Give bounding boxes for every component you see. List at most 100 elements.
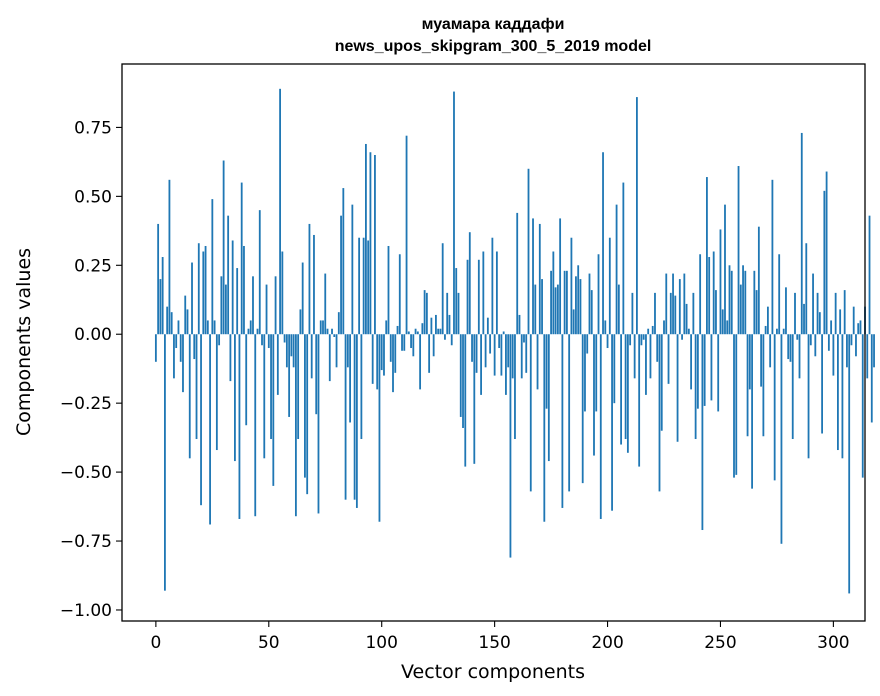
bar [735,334,738,475]
bar [297,334,300,440]
bar [825,171,828,335]
bar [477,259,480,335]
bar [617,284,620,335]
bar [439,328,442,335]
bar [202,251,205,335]
bar [518,314,521,335]
bar [823,190,826,335]
bar [604,320,607,335]
bar [234,334,236,462]
bar [292,334,295,368]
bar [703,334,706,406]
bar [672,273,674,335]
bar [529,334,532,492]
bar [681,334,683,340]
bar [613,334,616,404]
bar [708,257,711,335]
bar [383,334,385,376]
bar [857,323,860,335]
bar [541,279,543,335]
bar [581,334,584,484]
x-tick-label: 250 [704,633,736,653]
bar [687,328,690,335]
x-axis-ticks: 0 50 100 150 200 250 300 [150,621,850,653]
bar [776,328,778,335]
bar [545,334,548,409]
bar [231,240,234,335]
bar [170,312,173,335]
bar [376,334,379,390]
bar [310,334,313,379]
bar [346,334,349,368]
bar [730,270,733,335]
bar [416,331,419,335]
bar [326,328,329,335]
bar [324,273,327,335]
bar [710,334,713,401]
bar [796,334,799,340]
bar [274,276,277,335]
bar [599,334,602,519]
bar [579,279,582,335]
bar [464,334,467,467]
bar [593,334,595,456]
bar [590,290,593,335]
bar [527,168,530,335]
bar [369,152,372,335]
bar [164,334,166,591]
bar [197,243,200,335]
bar [238,334,241,519]
bar [204,245,207,335]
bar [757,226,760,335]
bar [236,268,239,335]
bar [215,334,218,451]
bar [209,334,211,525]
bar [392,334,394,393]
bar [861,334,864,478]
bar [658,334,661,492]
bar [351,204,354,335]
bar [407,331,410,335]
bar [267,334,270,349]
bar [629,334,632,346]
bar [683,273,686,335]
bar [626,334,629,453]
y-tick-label: 0.75 [74,118,112,138]
bar [536,334,539,390]
x-tick-label: 150 [478,633,510,653]
bar [719,229,722,335]
bar [570,237,573,335]
bar [358,237,361,335]
bar [435,314,437,335]
bar [694,334,697,440]
bar [608,237,611,335]
chart-title-line-1: муамара каддафи [422,16,565,33]
bar [789,334,792,362]
bar [224,284,227,335]
bar [362,237,365,335]
bar [502,331,505,335]
bar [453,91,455,335]
bar [654,292,656,335]
bar [317,334,320,514]
bar [240,182,243,335]
bar [486,317,489,335]
bar [547,334,550,462]
bar [611,334,613,511]
bar [827,334,830,351]
y-tick-label: 0.50 [74,187,112,207]
bar [161,257,164,335]
x-tick-label: 50 [258,633,280,653]
bar [699,254,702,335]
bar [762,334,765,437]
bar [322,320,324,335]
bars-group [154,88,875,594]
bar [365,143,367,335]
bar [173,334,175,379]
bar [333,334,336,337]
bar [466,259,469,335]
bar [728,265,731,335]
bar [371,334,374,384]
y-tick-label: −0.50 [60,463,112,483]
bar [660,334,663,431]
